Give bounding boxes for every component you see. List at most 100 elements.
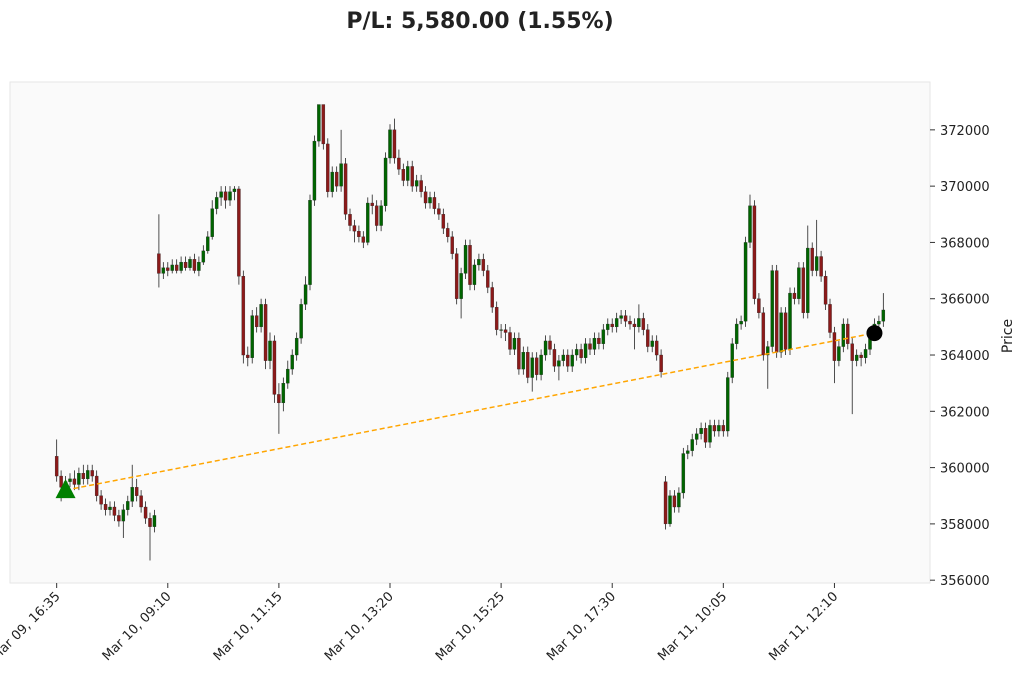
candle-body — [383, 157, 388, 206]
candle-body — [566, 354, 570, 367]
x-tick-label: Mar 11, 10:05 — [655, 589, 730, 664]
candle-body — [517, 337, 521, 370]
x-tick-label: Mar 10, 09:10 — [100, 589, 175, 664]
candle-body — [788, 292, 792, 350]
candle-body — [206, 236, 210, 252]
candle-body — [290, 354, 294, 370]
exit-marker — [866, 325, 883, 342]
candle-body — [486, 270, 490, 288]
candle-body — [690, 439, 694, 451]
candle-body — [503, 329, 508, 333]
candle-body — [854, 354, 859, 361]
candle-body — [286, 368, 290, 384]
candle-body — [148, 518, 152, 527]
candle-body — [423, 191, 428, 204]
candle-body — [499, 329, 503, 331]
candle-body — [77, 473, 81, 485]
candle-body — [743, 242, 748, 322]
candle-body — [810, 247, 814, 271]
candle-body — [726, 377, 730, 432]
candle-body — [570, 354, 574, 367]
candle-body — [326, 143, 330, 192]
x-tick-label: Mar 09, 16:35 — [0, 589, 63, 664]
candle-body — [112, 506, 117, 516]
candle-body — [166, 267, 170, 271]
candle-body — [299, 304, 303, 339]
candle-body — [761, 312, 766, 356]
candle-body — [530, 357, 534, 378]
candle-body — [68, 478, 72, 482]
candle-body — [254, 315, 259, 328]
candle-body — [637, 318, 641, 328]
candle-body — [108, 506, 112, 510]
candle-body — [374, 205, 379, 226]
candle-body — [819, 256, 823, 277]
candle-body — [334, 171, 339, 187]
candle-body — [654, 340, 659, 356]
x-tick-label: Mar 10, 17:30 — [544, 589, 619, 664]
candle-body — [348, 214, 352, 226]
candle-body — [197, 261, 201, 271]
candle-body — [183, 261, 188, 268]
candle-body — [268, 340, 272, 361]
candle-body — [677, 492, 681, 508]
candle-body — [277, 394, 281, 404]
candle-body — [54, 456, 59, 477]
candle-body — [94, 475, 99, 496]
x-tick-label: Mar 10, 11:15 — [211, 589, 286, 664]
candle-body — [450, 236, 454, 254]
candle-body — [694, 433, 699, 440]
candle-body — [472, 264, 477, 285]
candle-body — [406, 166, 410, 181]
candle-body — [628, 321, 632, 325]
candle-body — [592, 337, 597, 350]
candle-body — [557, 360, 561, 367]
candle-body — [783, 312, 788, 350]
candle-body — [561, 354, 566, 361]
candle-body — [632, 323, 637, 328]
candle-body — [201, 250, 206, 263]
candle-body — [801, 267, 806, 313]
candle-body — [134, 487, 139, 496]
candle-body — [86, 470, 90, 480]
candle-body — [877, 321, 881, 325]
candle-body — [308, 200, 312, 285]
candle-body — [641, 318, 646, 330]
trade-line — [65, 332, 875, 491]
candle-body — [806, 247, 810, 313]
candle-body — [779, 312, 783, 353]
candle-body — [370, 202, 374, 206]
candle-body — [606, 323, 610, 330]
candle-body — [828, 304, 832, 333]
candle-body — [294, 337, 299, 356]
candle-body — [72, 478, 77, 485]
candle-body — [161, 267, 166, 274]
candle-body — [579, 349, 583, 358]
candle-body — [841, 323, 846, 347]
candle-body — [126, 501, 130, 510]
candle-body — [99, 495, 103, 505]
candle-body — [130, 487, 134, 502]
x-tick-label: Mar 10, 15:25 — [433, 589, 508, 664]
candle-body — [272, 340, 277, 395]
candle-body — [366, 202, 370, 243]
plot-area — [9, 81, 931, 584]
candle-body — [232, 188, 237, 192]
candle-body — [672, 495, 677, 508]
y-axis-label: Price — [1000, 319, 1016, 353]
candle-body — [188, 259, 192, 268]
candle-body — [774, 270, 779, 353]
candle-body — [859, 354, 863, 358]
candle-body — [388, 129, 392, 159]
candle-body — [170, 264, 174, 271]
candle-body — [703, 428, 708, 443]
candle-body — [392, 129, 397, 159]
candle-body — [237, 188, 241, 277]
candle-body — [441, 214, 446, 229]
candle-body — [246, 354, 250, 358]
candle-body — [192, 259, 197, 271]
candle-body — [321, 104, 326, 145]
candle-body — [143, 506, 148, 519]
candle-body — [717, 425, 721, 432]
candle-body — [539, 354, 543, 375]
